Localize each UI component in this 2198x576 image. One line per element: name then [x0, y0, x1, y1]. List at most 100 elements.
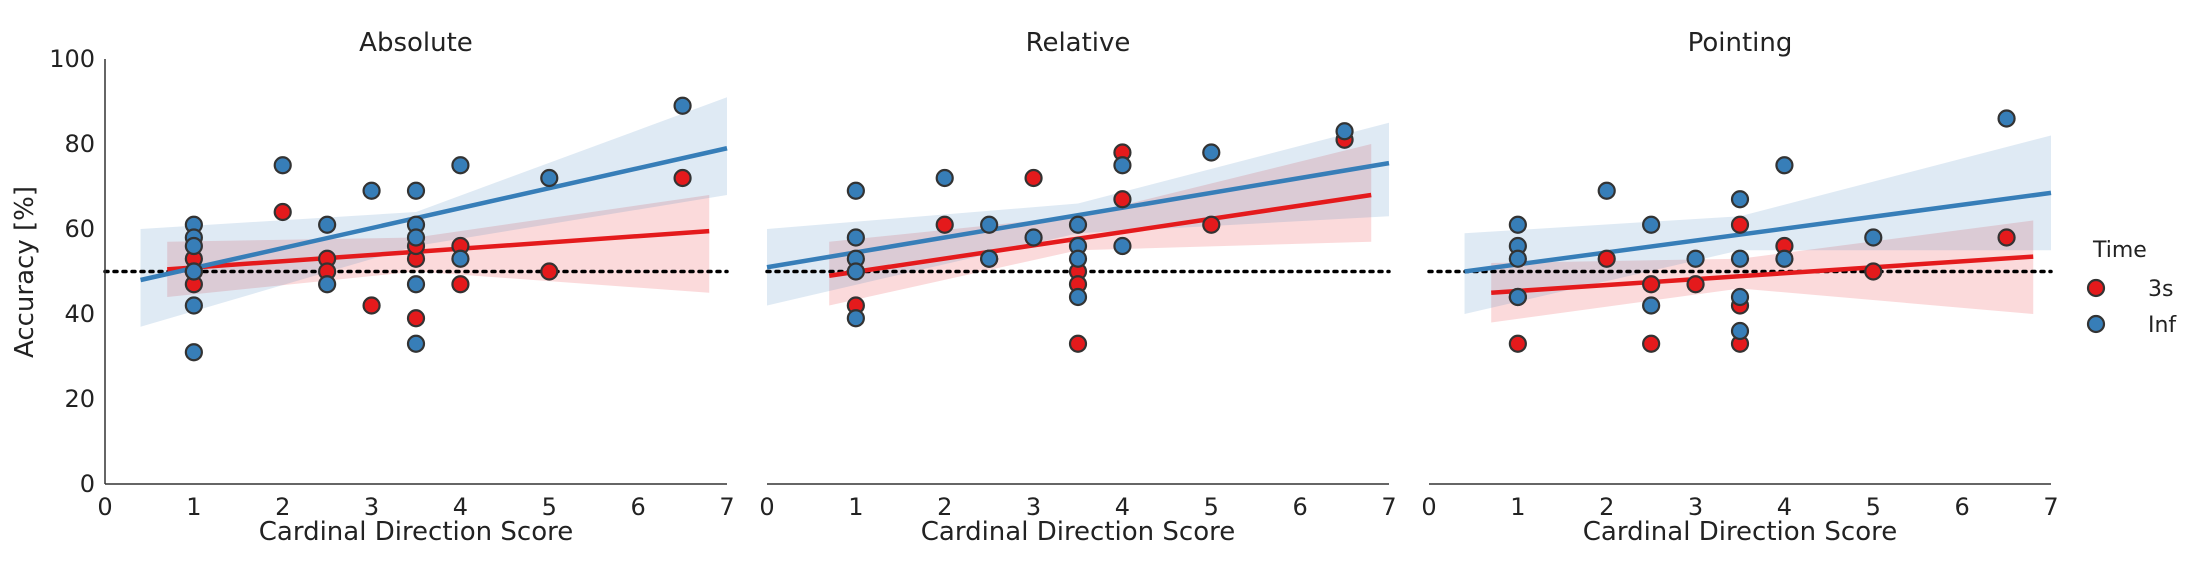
point-inf-absolute — [406, 334, 426, 353]
regression-line-3s-relative — [828, 192, 1372, 278]
regression-line-3s-pointing — [1491, 254, 2034, 295]
panel-absolute: Absolute 0 20 40 60 80 100 0 1 2 3 4 5 6 7 Cardinal Dir… — [49, 28, 734, 547]
y-axis-label: Accuracy [%] — [10, 186, 40, 358]
point-inf-absolute — [184, 296, 203, 315]
point-3s-relative — [1068, 334, 1088, 353]
x-tick-label-pointing: 0 — [1421, 493, 1436, 521]
point-3s-pointing — [1730, 215, 1750, 234]
x-tick-label-relative: 3 — [1026, 493, 1041, 521]
point-inf-absolute — [406, 275, 426, 294]
x-tick-label-relative: 5 — [1204, 493, 1219, 521]
point-inf-absolute — [318, 215, 337, 234]
point-inf-pointing — [1775, 156, 1794, 175]
y-tick-label: 40 — [64, 300, 95, 328]
point-inf-relative — [846, 262, 865, 281]
point-inf-pointing — [1508, 215, 1527, 234]
legend-marker-inf — [2086, 314, 2106, 334]
x-tick-label-relative: 2 — [937, 493, 952, 521]
x-tick-label-absolute: 7 — [719, 493, 734, 521]
x-tick-label-relative: 7 — [1381, 493, 1396, 521]
point-inf-pointing — [1642, 215, 1661, 234]
point-3s-relative — [1202, 215, 1221, 234]
x-tick-label-pointing: 7 — [2043, 493, 2058, 521]
point-inf-relative — [1113, 236, 1132, 256]
point-inf-relative — [935, 168, 954, 188]
point-inf-relative — [1113, 156, 1132, 175]
point-3s-pointing — [1597, 249, 1616, 268]
point-inf-relative — [980, 215, 999, 234]
x-axis-label-absolute: Cardinal Direction Score — [259, 517, 574, 547]
x-tick-label-pointing: 5 — [1866, 493, 1881, 521]
point-inf-relative — [1068, 215, 1088, 234]
x-tick-label-relative: 4 — [1115, 493, 1130, 521]
x-tick-label-absolute: 0 — [97, 493, 112, 521]
y-tick-label: 0 — [80, 470, 95, 498]
point-inf-pointing — [1730, 249, 1750, 268]
x-tick-label-absolute: 5 — [542, 493, 557, 521]
ci-band-3s-relative — [829, 144, 1372, 306]
legend-marker-3s — [2086, 278, 2106, 298]
point-inf-relative — [1335, 122, 1354, 141]
regression-line-3s-absolute — [167, 228, 710, 272]
x-tick-label-pointing: 6 — [1955, 493, 1970, 521]
point-inf-absolute — [451, 249, 470, 268]
point-inf-pointing — [1642, 296, 1661, 315]
point-inf-relative — [1068, 287, 1088, 307]
x-tick-label-pointing: 2 — [1599, 493, 1614, 521]
x-tick-label-pointing: 1 — [1510, 493, 1525, 521]
ci-band-inf-pointing — [1464, 135, 2051, 314]
point-inf-absolute — [540, 168, 559, 188]
x-tick-label-relative: 6 — [1293, 493, 1308, 521]
point-inf-pointing — [1775, 249, 1794, 268]
x-tick-label-relative: 0 — [759, 493, 774, 521]
point-inf-pointing — [1597, 181, 1616, 200]
point-inf-absolute — [451, 156, 470, 175]
x-tick-label-absolute: 3 — [364, 493, 379, 521]
y-tick-label: 20 — [64, 385, 95, 413]
point-inf-pointing — [1508, 249, 1527, 268]
point-3s-pointing — [1508, 334, 1527, 353]
legend-title: Time — [2092, 238, 2147, 263]
point-inf-pointing — [1730, 321, 1750, 341]
x-tick-label-pointing: 3 — [1688, 493, 1703, 521]
point-inf-pointing — [1730, 190, 1750, 209]
point-inf-relative — [846, 181, 865, 200]
point-inf-absolute — [184, 236, 203, 256]
point-inf-absolute — [184, 343, 203, 362]
point-inf-relative — [980, 249, 999, 268]
x-tick-label-absolute: 6 — [631, 493, 646, 521]
panel-title-pointing: Pointing — [1688, 28, 1793, 58]
point-inf-absolute — [184, 262, 203, 281]
point-inf-relative — [1202, 143, 1221, 162]
point-inf-pointing — [1997, 109, 2016, 128]
x-axis-label-relative: Cardinal Direction Score — [921, 517, 1236, 547]
point-3s-pointing — [1642, 334, 1661, 353]
point-inf-pointing — [1864, 228, 1883, 247]
point-inf-relative — [846, 309, 865, 328]
point-3s-absolute — [406, 309, 426, 328]
point-inf-relative — [1024, 228, 1043, 247]
point-inf-absolute — [362, 181, 381, 200]
point-3s-absolute — [451, 275, 470, 294]
x-tick-label-absolute: 4 — [453, 493, 468, 521]
point-inf-absolute — [273, 156, 292, 175]
legend-label-3s: 3s — [2148, 277, 2173, 302]
y-tick-label: 100 — [49, 45, 95, 73]
x-axis-label-pointing: Cardinal Direction Score — [1583, 517, 1898, 547]
panel-title-relative: Relative — [1026, 28, 1131, 58]
point-3s-pointing — [1642, 275, 1661, 294]
point-inf-pointing — [1730, 287, 1750, 307]
point-inf-relative — [1068, 249, 1088, 268]
regression-line-inf-absolute — [140, 146, 728, 283]
point-3s-pointing — [1997, 228, 2016, 247]
x-tick-label-relative: 1 — [848, 493, 863, 521]
point-inf-absolute — [406, 181, 426, 200]
x-tick-label-absolute: 1 — [186, 493, 201, 521]
legend: Time 3s Inf — [2086, 238, 2177, 338]
point-inf-pointing — [1686, 249, 1705, 268]
panel-title-absolute: Absolute — [359, 28, 473, 58]
panel-pointing: Pointing 0 1 2 3 4 5 6 7 Cardinal Direction Score — [1421, 28, 2058, 547]
point-3s-absolute — [273, 202, 292, 222]
legend-label-inf: Inf — [2148, 313, 2177, 338]
